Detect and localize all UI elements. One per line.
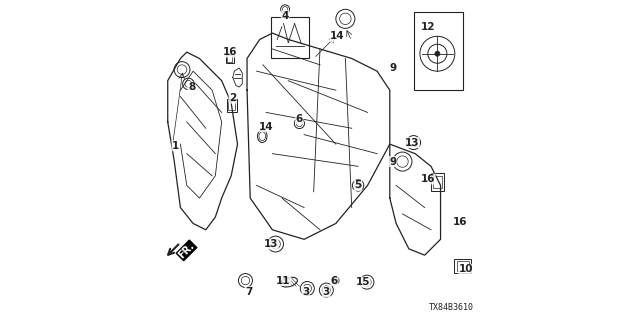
Circle shape	[435, 51, 440, 56]
Text: 4: 4	[282, 11, 289, 21]
Text: 6: 6	[296, 114, 303, 124]
Text: 9: 9	[389, 156, 397, 167]
Text: 16: 16	[452, 217, 467, 227]
Text: 3: 3	[302, 287, 309, 297]
Text: 15: 15	[356, 277, 370, 287]
Text: 13: 13	[264, 239, 278, 249]
Text: 2: 2	[229, 93, 236, 103]
Text: 16: 16	[420, 174, 435, 184]
Text: TX84B3610: TX84B3610	[429, 303, 474, 312]
Text: 14: 14	[259, 122, 273, 132]
Bar	[457, 261, 469, 271]
Bar	[413, 12, 463, 90]
Text: 5: 5	[355, 180, 362, 190]
Text: 11: 11	[276, 276, 291, 285]
Text: 6: 6	[331, 276, 338, 285]
Text: FR.: FR.	[177, 241, 196, 260]
Bar	[433, 176, 442, 188]
Bar	[227, 55, 232, 61]
Text: 13: 13	[404, 138, 419, 148]
Text: 12: 12	[420, 22, 435, 32]
Text: 16: 16	[222, 47, 237, 57]
Text: 3: 3	[323, 287, 330, 297]
Text: 14: 14	[330, 31, 345, 41]
Text: 7: 7	[245, 287, 252, 297]
Text: 10: 10	[459, 264, 473, 275]
Bar	[226, 54, 234, 63]
Bar	[431, 173, 444, 191]
Text: 9: 9	[389, 63, 397, 73]
Bar	[454, 259, 472, 273]
Text: 8: 8	[188, 82, 195, 92]
Text: 1: 1	[172, 141, 179, 151]
Bar	[271, 17, 309, 59]
Bar	[227, 99, 237, 112]
Bar	[228, 101, 235, 110]
